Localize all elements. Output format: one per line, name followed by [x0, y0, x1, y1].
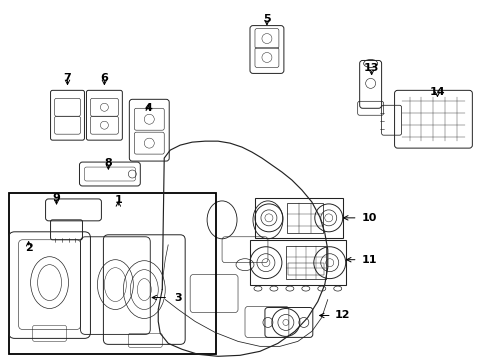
- Bar: [287, 263, 323, 275]
- Bar: [286, 203, 322, 233]
- Text: 13: 13: [363, 63, 379, 73]
- Bar: [285, 246, 325, 279]
- Text: 6: 6: [100, 73, 108, 84]
- Text: 2: 2: [25, 243, 32, 253]
- Text: 12: 12: [334, 310, 350, 320]
- Text: 8: 8: [104, 158, 112, 168]
- Text: 1: 1: [114, 195, 122, 205]
- Text: 5: 5: [263, 14, 270, 24]
- Text: 7: 7: [63, 73, 71, 84]
- Text: 9: 9: [53, 193, 61, 203]
- Text: 14: 14: [429, 87, 445, 97]
- Text: 11: 11: [361, 255, 377, 265]
- Text: 4: 4: [144, 103, 152, 113]
- Text: 3: 3: [174, 293, 182, 302]
- Bar: [9, 193, 216, 354]
- Bar: [254, 198, 342, 238]
- Bar: [249, 240, 345, 285]
- Text: 10: 10: [361, 213, 377, 223]
